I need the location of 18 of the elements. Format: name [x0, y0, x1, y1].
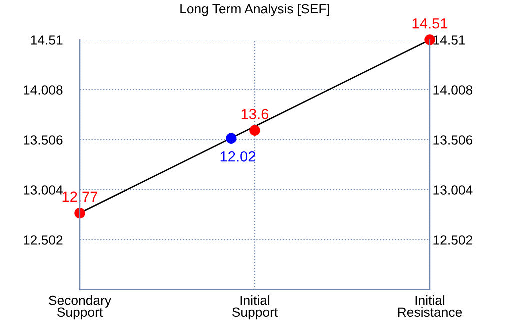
y-tick-label: 13.506 [24, 136, 63, 145]
y2-tick-label: 13.506 [434, 136, 473, 145]
data-label: 13.6 [242, 109, 269, 120]
x-tick-label: Initial Resistance [398, 296, 462, 318]
y-tick-label: 14.51 [31, 36, 63, 45]
y-tick-label: 14.008 [24, 86, 63, 95]
point [74, 208, 86, 219]
y-tick-label: 13.004 [24, 186, 63, 195]
y2-tick-label: 14.008 [434, 86, 473, 95]
x-tick-label: Secondary Support [49, 296, 112, 320]
data-label: 14.51 [412, 18, 448, 29]
y2-tick-label: 13.004 [434, 186, 473, 195]
point [250, 125, 260, 136]
y2-tick-label: 12.502 [434, 236, 472, 245]
y-tick-label: 12.502 [24, 236, 63, 245]
chart-title: Long Term Analysis [SEF] [180, 4, 330, 16]
annotation: 12.02 [220, 151, 256, 162]
x-tick-label: Initial Support [232, 296, 278, 320]
